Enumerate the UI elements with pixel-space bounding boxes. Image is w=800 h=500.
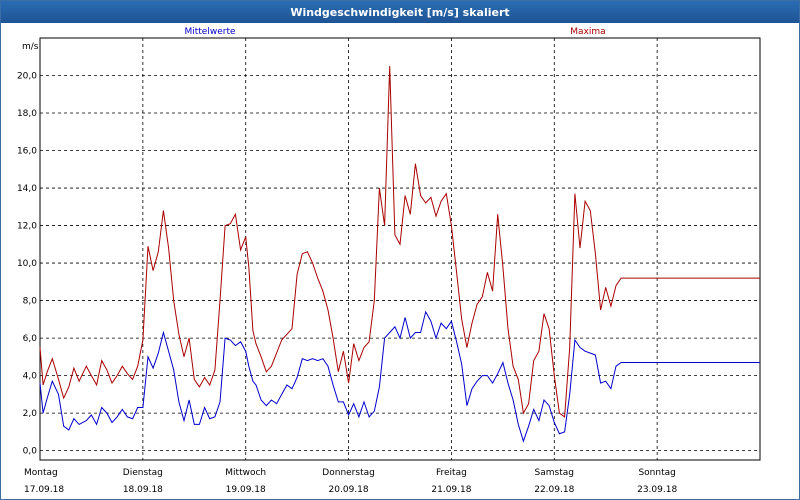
x-tick-day: Mittwoch	[225, 468, 266, 478]
x-tick-date: 23.09.18	[637, 485, 677, 495]
x-tick-day: Freitag	[436, 468, 467, 478]
x-tick-day: Samstag	[535, 468, 574, 478]
y-tick-label: 2,0	[23, 409, 38, 419]
x-tick-date: 17.09.18	[24, 485, 64, 495]
y-tick-label: 6,0	[23, 334, 38, 344]
y-tick-label: 16,0	[17, 147, 37, 157]
plot-frame	[39, 37, 761, 461]
x-tick-day: Dienstag	[123, 468, 163, 478]
chart-title: Windgeschwindigkeit [m/s] skaliert	[1, 1, 799, 23]
x-tick-day: Montag	[24, 468, 58, 478]
series-lines	[39, 66, 760, 443]
x-tick-date: 19.09.18	[226, 485, 266, 495]
y-tick-label: 12,0	[17, 222, 37, 232]
y-axis-label: m/s	[22, 42, 39, 52]
x-tick-date: 21.09.18	[431, 485, 471, 495]
y-tick-label: 14,0	[17, 184, 37, 194]
series-line-maxima	[39, 66, 760, 418]
y-tick-label: 0,0	[23, 447, 38, 457]
legend-maxima: Maxima	[570, 27, 605, 37]
x-tick-date: 20.09.18	[329, 485, 369, 495]
x-tick-day: Donnerstag	[322, 468, 375, 478]
x-tick-date: 22.09.18	[534, 485, 574, 495]
legend-mittelwerte: Mittelwerte	[184, 27, 235, 37]
x-tick-day: Sonntag	[638, 468, 675, 478]
y-tick-label: 20,0	[17, 72, 37, 82]
axes: 0,0 2,0 4,0 6,0 8,0 10,0 12,0 14,0 16,0 18,0 20,0 M…	[17, 37, 761, 495]
y-tick-label: 10,0	[17, 259, 37, 269]
y-tick-label: 18,0	[17, 109, 37, 119]
x-tick-date: 18.09.18	[123, 485, 163, 495]
y-tick-label: 4,0	[23, 372, 38, 382]
series-line-mittelwerte	[39, 310, 760, 443]
y-tick-label: 8,0	[23, 297, 38, 307]
